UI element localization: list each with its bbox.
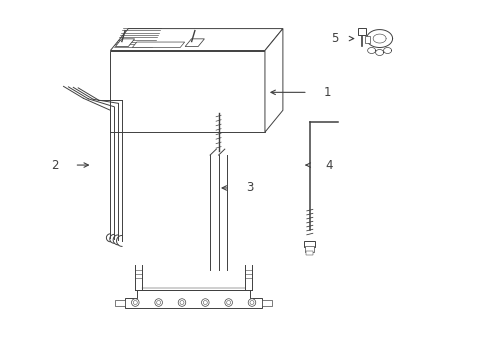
Bar bbox=[305, 246, 314, 252]
Text: 1: 1 bbox=[323, 86, 330, 99]
Bar bbox=[262, 300, 271, 306]
Bar bbox=[110, 50, 264, 132]
Circle shape bbox=[249, 301, 253, 305]
Polygon shape bbox=[115, 39, 134, 46]
Circle shape bbox=[201, 299, 209, 306]
Circle shape bbox=[226, 301, 230, 305]
Polygon shape bbox=[364, 36, 369, 42]
Text: 4: 4 bbox=[325, 158, 333, 172]
Bar bbox=[304, 241, 315, 247]
Circle shape bbox=[133, 301, 137, 305]
Circle shape bbox=[248, 299, 255, 306]
Text: 2: 2 bbox=[51, 158, 59, 172]
Circle shape bbox=[224, 299, 232, 306]
Circle shape bbox=[155, 299, 162, 306]
Circle shape bbox=[180, 301, 183, 305]
Text: 3: 3 bbox=[245, 181, 253, 194]
Circle shape bbox=[156, 301, 161, 305]
Text: 5: 5 bbox=[331, 32, 338, 45]
Polygon shape bbox=[264, 28, 283, 132]
Bar bbox=[357, 28, 365, 35]
Polygon shape bbox=[185, 39, 204, 46]
Circle shape bbox=[203, 301, 207, 305]
Bar bbox=[115, 300, 125, 306]
Polygon shape bbox=[110, 28, 283, 50]
Circle shape bbox=[131, 299, 139, 306]
Polygon shape bbox=[125, 289, 262, 307]
Bar bbox=[305, 251, 313, 255]
Polygon shape bbox=[132, 42, 184, 48]
Circle shape bbox=[178, 299, 185, 306]
